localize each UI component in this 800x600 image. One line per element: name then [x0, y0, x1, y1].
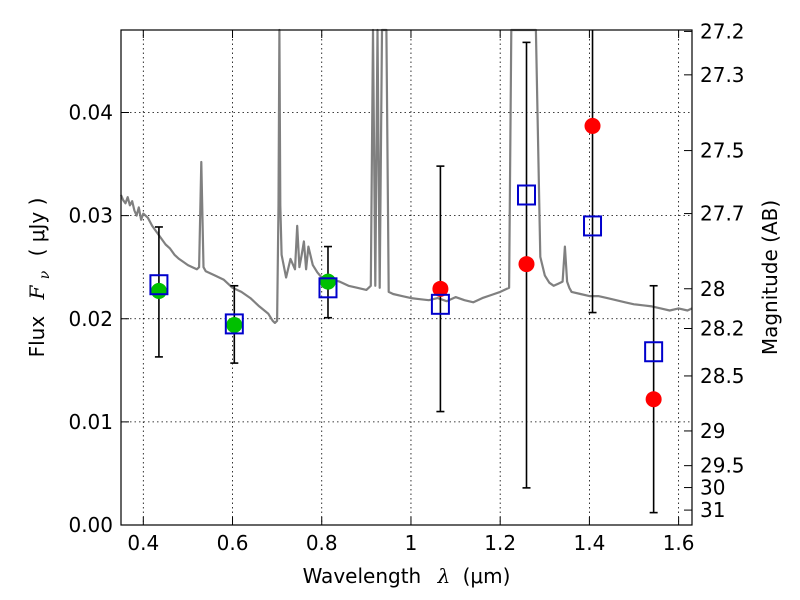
magnitude-tick-label: 28	[700, 277, 725, 301]
x-tick-label: 1	[405, 531, 418, 555]
grid-lines	[121, 30, 692, 525]
magnitude-tick-label: 27.3	[700, 63, 745, 87]
detection-point	[150, 282, 167, 299]
y-tick-label: 0.00	[68, 513, 113, 537]
nondetection-point	[584, 117, 601, 134]
tick-layer: 0.4 0.6 0.8 1 1.2 1.4 1.6 0.00 0.01 0.02 0.03 0.04 2…	[68, 19, 744, 555]
magnitude-tick-label: 27.7	[700, 202, 745, 226]
x-tick-label: 0.4	[127, 531, 159, 555]
x-axis-label-unit: (μm)	[463, 564, 511, 588]
detection-point	[226, 316, 243, 333]
model-photometry-square	[224, 313, 244, 335]
model-photometry-square	[644, 341, 664, 363]
spectrum-layer	[119, 28, 693, 324]
y-tick-label: 0.04	[68, 101, 113, 125]
x-tick-label: 0.8	[306, 531, 338, 555]
y-axis-label: Flux F ν ( μJy )	[25, 198, 54, 358]
magnitude-tick-label: 28.2	[700, 316, 745, 340]
model-photometry-square	[149, 274, 169, 296]
x-tick-label: 1.6	[663, 531, 695, 555]
x-tick-label: 1.4	[573, 531, 605, 555]
model-photometry-square	[318, 277, 338, 299]
magnitude-axis-label: Magnitude (AB)	[758, 200, 782, 355]
y-tick-label: 0.02	[68, 307, 113, 331]
magnitude-tick-label: 29	[700, 419, 725, 443]
plot-frame	[120, 29, 693, 526]
magnitude-tick-label: 31	[700, 498, 725, 522]
magnitude-tick-label: 27.2	[700, 19, 745, 43]
model-photometry-square	[516, 184, 536, 206]
nondetection-point	[432, 280, 449, 297]
x-tick-label: 1.2	[484, 531, 516, 555]
y-axis-label-symbol: F	[25, 284, 49, 300]
magnitude-tick-label: 28.5	[700, 364, 745, 388]
y-axis-label-unit: ( μJy )	[25, 198, 49, 257]
y-axis-label-subscript: ν	[37, 270, 53, 279]
model-photometry-square	[583, 215, 603, 237]
x-axis-label-word: Wavelength	[303, 564, 422, 588]
detection-point	[319, 273, 336, 290]
x-axis-label-symbol: λ	[437, 564, 451, 588]
magnitude-tick-label: 30	[700, 476, 725, 500]
magnitude-tick-label: 27.5	[700, 139, 745, 163]
model-photometry-square	[430, 293, 450, 315]
x-axis-label: Wavelength λ (μm)	[303, 564, 511, 588]
spectrum-line	[119, 28, 693, 324]
x-tick-label: 0.6	[217, 531, 249, 555]
nondetection-point	[518, 256, 535, 273]
y-tick-label: 0.03	[68, 204, 113, 228]
nondetection-point	[645, 391, 662, 408]
y-tick-label: 0.01	[68, 410, 113, 434]
marker-layer	[149, 117, 664, 408]
y-axis-label-word: Flux	[25, 316, 49, 358]
magnitude-tick-label: 29.5	[700, 454, 745, 478]
